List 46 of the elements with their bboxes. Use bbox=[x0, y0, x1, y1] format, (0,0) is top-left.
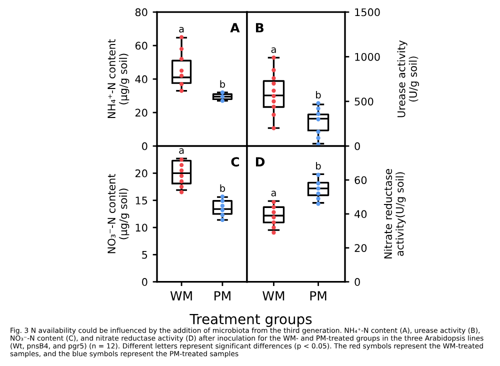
x-tick-label: WM bbox=[262, 291, 284, 300]
annotation: a bbox=[271, 190, 276, 196]
y-tick-label: 0 bbox=[354, 142, 360, 150]
y-tick-label: 40 bbox=[135, 75, 148, 84]
annotation: a bbox=[271, 47, 276, 53]
y-tick-label: 80 bbox=[135, 8, 148, 16]
annotation: b bbox=[220, 80, 226, 88]
y-axis-title: Nitrate reductase activity(U/g soil) bbox=[384, 169, 406, 258]
y-tick-label: 15 bbox=[136, 196, 148, 204]
point bbox=[179, 82, 184, 86]
point bbox=[179, 74, 184, 78]
x-tick-label: PM bbox=[214, 291, 230, 300]
annotation: a bbox=[179, 148, 184, 154]
y-tick-label: 500 bbox=[354, 98, 374, 106]
y-tick-label: 5 bbox=[142, 251, 148, 259]
y-tick-label: 20 bbox=[354, 244, 367, 252]
annotation: b bbox=[316, 90, 321, 99]
annotation: B bbox=[256, 23, 264, 32]
y-tick-label: 40 bbox=[354, 210, 367, 218]
annotation: D bbox=[256, 157, 265, 166]
annotation: A bbox=[230, 23, 240, 32]
point bbox=[179, 46, 184, 51]
annotation: a bbox=[179, 26, 184, 33]
annotation: b bbox=[220, 184, 226, 192]
point bbox=[179, 56, 184, 62]
x-axis-title: Treatment groups bbox=[190, 314, 312, 327]
point bbox=[179, 88, 184, 93]
annotation: C bbox=[231, 157, 239, 167]
y-tick-label: 10 bbox=[136, 224, 148, 232]
annotation: b bbox=[316, 162, 321, 170]
point bbox=[179, 35, 184, 40]
y-tick-label: 20 bbox=[135, 108, 148, 117]
y-axis-title: Urease activity (U/g soil) bbox=[397, 40, 419, 118]
y-tick-label: 0 bbox=[142, 278, 148, 286]
y-tick-label: 60 bbox=[135, 42, 148, 50]
point bbox=[179, 68, 184, 73]
y-axis-title: NO₃⁻-N content (µg/g soil) bbox=[108, 174, 130, 254]
y-tick-label: 20 bbox=[135, 169, 148, 178]
y-tick-label: 1500 bbox=[355, 8, 380, 16]
y-axis-title: NH₄⁺-N content (µg/g soil) bbox=[108, 39, 130, 118]
y-tick-label: 60 bbox=[354, 176, 367, 184]
x-tick-label: WM bbox=[170, 291, 192, 300]
y-tick-label: 1000 bbox=[355, 52, 380, 61]
x-tick-label: PM bbox=[310, 291, 326, 300]
y-tick-label: 0 bbox=[354, 278, 360, 286]
y-tick-label: 0 bbox=[142, 142, 148, 150]
